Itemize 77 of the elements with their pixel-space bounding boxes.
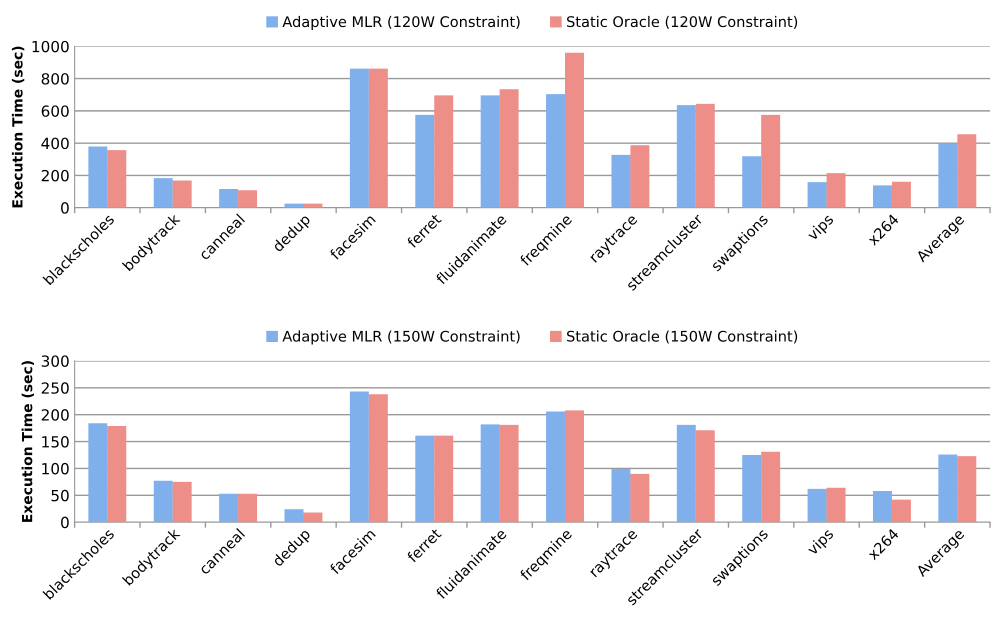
bar <box>434 95 454 208</box>
y-tick-label: 250 <box>42 382 69 394</box>
bar <box>107 150 126 208</box>
bar <box>546 411 566 522</box>
y-tick-label: 100 <box>42 462 69 474</box>
bar <box>761 114 780 208</box>
bar <box>415 436 434 522</box>
bar <box>892 500 911 522</box>
y-axis-title: Execution Time (sec) <box>12 46 24 208</box>
bar <box>238 494 258 522</box>
bar <box>88 146 108 208</box>
y-tick-label: 800 <box>42 73 69 85</box>
bar <box>565 410 584 522</box>
bar <box>368 394 388 522</box>
bar <box>284 204 304 208</box>
bar <box>238 190 258 208</box>
bar <box>350 68 369 208</box>
bar <box>676 105 696 208</box>
bar <box>284 509 304 522</box>
bar <box>742 455 762 522</box>
y-tick-label: 300 <box>42 355 69 367</box>
bar <box>957 456 976 522</box>
bar <box>480 95 500 208</box>
bar <box>565 52 584 208</box>
y-tick-label: 600 <box>42 105 69 117</box>
bar <box>808 488 827 522</box>
bar <box>303 512 322 522</box>
bar <box>500 424 519 522</box>
y-tick-label: 0 <box>61 516 69 528</box>
bar <box>872 185 892 208</box>
y-tick-label: 400 <box>41 138 69 150</box>
bar <box>761 452 780 522</box>
y-tick-label: 1000 <box>32 40 69 52</box>
y-tick-label: 200 <box>42 170 69 182</box>
bar <box>368 68 388 208</box>
x-tick-label: vips <box>806 213 836 244</box>
bar <box>630 145 650 208</box>
bar <box>826 173 846 208</box>
y-axis-title: Execution Time (sec) <box>22 361 34 522</box>
y-tick-label: 150 <box>42 436 69 448</box>
bar <box>219 188 238 208</box>
x-tick-label: vips <box>806 528 836 558</box>
bar <box>742 156 762 208</box>
bar <box>434 436 454 522</box>
bar <box>826 488 846 522</box>
bar <box>172 180 192 208</box>
bar <box>415 114 434 208</box>
y-tick-label: 200 <box>42 409 69 421</box>
bar <box>938 144 958 208</box>
bar <box>154 178 173 208</box>
bar <box>303 204 322 208</box>
bar <box>938 454 958 522</box>
bar <box>172 482 192 522</box>
legend-label: Static Oracle (150W Constraint) <box>567 330 798 344</box>
bar <box>500 89 519 208</box>
bar <box>480 424 500 522</box>
y-tick-label: 50 <box>52 490 69 502</box>
legend-label: Adaptive MLR (120W Constraint) <box>282 16 520 30</box>
legend-label: Static Oracle (120W Constraint) <box>567 16 798 29</box>
bar <box>154 480 173 522</box>
bar <box>872 491 892 522</box>
bar <box>350 392 369 522</box>
bar <box>676 424 696 522</box>
y-tick-label: 0 <box>61 202 69 214</box>
bar <box>957 134 976 208</box>
bar <box>892 182 911 208</box>
legend-label: Adaptive MLR (150W Constraint) <box>282 330 520 345</box>
bar <box>546 94 566 208</box>
bar <box>88 423 108 522</box>
bar <box>611 154 630 208</box>
bar <box>696 104 715 208</box>
bar <box>219 494 238 522</box>
bar <box>630 474 650 522</box>
bar <box>808 182 827 208</box>
bar <box>107 426 126 522</box>
bar <box>696 430 715 522</box>
bar <box>611 468 630 522</box>
